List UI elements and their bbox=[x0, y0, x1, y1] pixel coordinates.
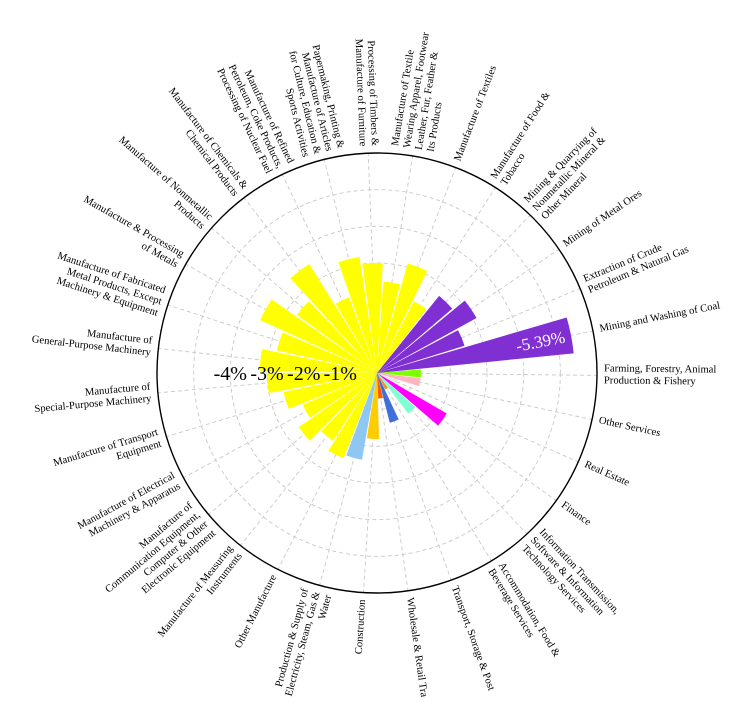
bar-7 bbox=[362, 262, 383, 373]
bar-14 bbox=[259, 349, 377, 373]
bar-28 bbox=[377, 373, 398, 384]
category-label-16: Manufacture of TransportEquipment bbox=[52, 428, 163, 482]
category-label-29: Other Services bbox=[598, 416, 662, 440]
category-label-23: Wholesale & Retail Trade bbox=[404, 597, 430, 697]
category-label-12: Manufacture & Processingof Metals bbox=[75, 194, 186, 271]
bar-19 bbox=[321, 373, 377, 441]
bar-1 bbox=[377, 330, 465, 373]
category-label-15: Manufacture ofSpecial-Purpose Machinery bbox=[33, 382, 153, 416]
bar-13 bbox=[276, 332, 377, 373]
category-label-6: Manufacture of TextileWearing Apparel, F… bbox=[391, 29, 456, 153]
category-label-0: Mining and Washing of Coal bbox=[599, 301, 721, 335]
category-label-3: Mining & Quarrying ofNonmetallic Mineral… bbox=[523, 126, 618, 222]
bar-8 bbox=[338, 256, 377, 373]
ring-label-layer: -4% -3% -2% -1%-5.39% bbox=[214, 328, 567, 385]
bar-layer bbox=[259, 256, 574, 460]
bar-16 bbox=[283, 373, 377, 409]
bar-18 bbox=[298, 373, 377, 441]
bar-22 bbox=[366, 373, 380, 440]
ring-label: -3% bbox=[250, 363, 283, 385]
grid-spoke bbox=[376, 372, 409, 591]
bar-12 bbox=[260, 299, 377, 373]
bar-4 bbox=[377, 301, 427, 373]
bar-23 bbox=[377, 373, 383, 399]
bar-5 bbox=[377, 263, 428, 373]
category-label-14: Manufacture ofGeneral-Purpose Machinery bbox=[31, 323, 153, 359]
category-label-30: Farming, Forestry, AnimalProduction & Fi… bbox=[604, 364, 717, 388]
category-label-22: Construction bbox=[354, 599, 368, 655]
bar-21 bbox=[346, 373, 377, 460]
grid-spoke bbox=[376, 372, 492, 562]
bar-11 bbox=[296, 301, 377, 373]
category-label-5: Manufacture of Textiles bbox=[453, 64, 500, 163]
bar-17 bbox=[302, 373, 377, 418]
outer-ring-layer bbox=[156, 152, 598, 594]
bar-9 bbox=[335, 297, 377, 373]
category-label-7: Processing of Timbers &Manufacture of Fu… bbox=[352, 38, 379, 147]
bar-6 bbox=[377, 281, 401, 373]
bar-20 bbox=[328, 373, 377, 459]
grid-spoke bbox=[376, 372, 579, 463]
bar-25 bbox=[377, 373, 388, 390]
ring-label: -2% bbox=[287, 363, 320, 385]
category-label-20: Other Manufacture bbox=[233, 573, 279, 650]
bar-29 bbox=[377, 373, 421, 387]
category-label-27: Finance bbox=[559, 500, 593, 529]
category-label-28: Real Estate bbox=[582, 460, 631, 490]
grid-ring bbox=[229, 225, 525, 521]
bar-3 bbox=[377, 295, 453, 373]
ring-label: -4% bbox=[214, 363, 247, 385]
grid-ring bbox=[193, 189, 561, 557]
outer-ring bbox=[156, 152, 598, 594]
bar-27 bbox=[377, 373, 447, 426]
bar-26 bbox=[377, 373, 416, 414]
category-label-1: Extraction of CrudePetroleum & Natural G… bbox=[582, 234, 691, 297]
bar-24 bbox=[377, 373, 399, 423]
bar-0 bbox=[377, 317, 574, 373]
category-label-2: Mining of Metal Ores bbox=[562, 189, 645, 250]
ring-label: -1% bbox=[324, 363, 357, 385]
bar-10 bbox=[290, 263, 377, 373]
category-label-21: Production & Supply ofElectricity, Steam… bbox=[273, 587, 335, 697]
category-label-24: Transport, Storage & Post bbox=[448, 585, 496, 693]
bar-2 bbox=[377, 300, 477, 373]
category-label-13: Manufacture of FabricatedMetal Products,… bbox=[48, 251, 167, 319]
bar-30 bbox=[377, 369, 422, 378]
bar-15 bbox=[266, 372, 377, 394]
